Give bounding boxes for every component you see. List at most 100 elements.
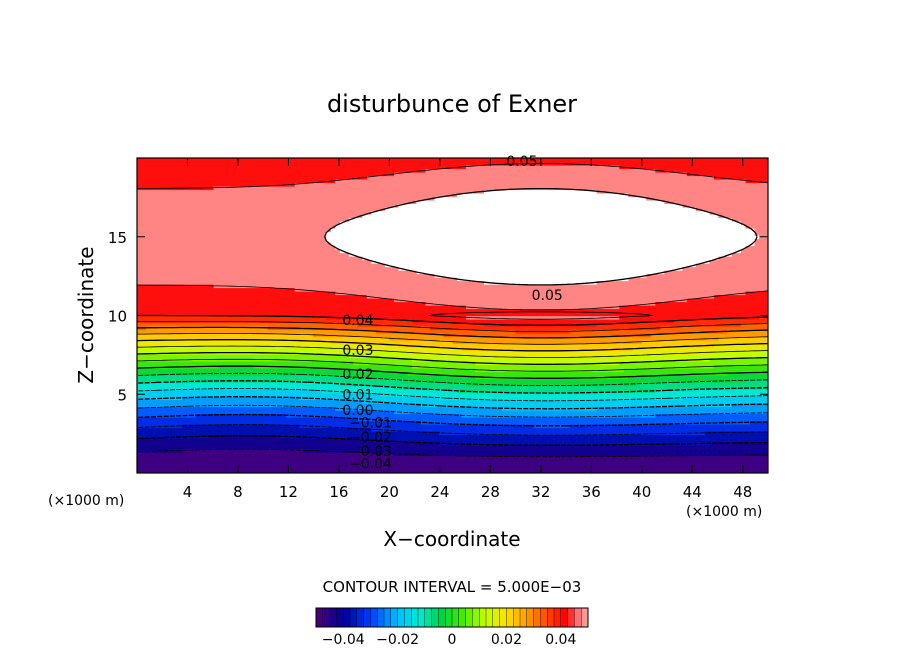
field-cell <box>605 466 611 471</box>
field-cell <box>326 434 332 439</box>
field-cell <box>623 371 629 376</box>
field-cell <box>312 427 318 432</box>
field-cell <box>443 469 449 473</box>
field-cell <box>466 410 472 415</box>
field-cell <box>506 441 512 446</box>
field-cell <box>231 466 237 471</box>
field-cell <box>263 399 269 404</box>
field-cell <box>547 417 553 422</box>
field-cell <box>393 364 400 369</box>
field-cell <box>547 361 553 366</box>
field-cell <box>326 452 332 457</box>
field-cell <box>231 368 237 373</box>
field-cell <box>213 438 219 443</box>
field-cell <box>466 399 472 404</box>
field-cell <box>218 354 224 359</box>
field-cell <box>195 396 201 401</box>
field-cell <box>704 469 711 473</box>
field-cell <box>384 434 390 439</box>
field-cell <box>182 452 188 457</box>
field-cell <box>686 413 692 418</box>
field-cell <box>574 399 580 404</box>
field-cell <box>457 445 463 450</box>
field-cell <box>583 427 589 432</box>
field-cell <box>164 431 170 436</box>
field-cell <box>637 392 643 397</box>
field-cell <box>344 361 350 366</box>
field-cell <box>682 361 688 366</box>
field-cell <box>254 406 260 411</box>
field-cell <box>240 462 246 467</box>
field-cell <box>695 452 701 457</box>
field-cell <box>529 399 535 404</box>
field-cell <box>411 459 418 464</box>
field-cell <box>249 420 255 425</box>
field-cell <box>326 410 332 415</box>
field-cell <box>281 396 287 401</box>
field-cell <box>213 347 219 352</box>
field-cell <box>227 438 233 443</box>
field-cell <box>362 406 368 411</box>
field-cell <box>299 441 305 446</box>
field-cell <box>601 364 607 369</box>
field-cell <box>650 431 656 436</box>
field-cell <box>155 368 161 373</box>
field-cell <box>736 385 742 390</box>
field-cell <box>146 389 152 394</box>
field-cell <box>542 357 548 362</box>
field-cell <box>542 427 548 432</box>
field-cell <box>484 396 490 401</box>
field-cell <box>592 354 598 359</box>
field-cell <box>479 410 485 415</box>
field-cell <box>182 469 188 473</box>
field-cell <box>321 410 327 415</box>
field-cell <box>308 368 314 373</box>
field-cell <box>245 396 251 401</box>
field-cell <box>641 399 647 404</box>
field-cell <box>362 441 368 446</box>
field-cell <box>191 420 197 425</box>
field-cell <box>236 392 242 397</box>
field-cell <box>578 466 584 471</box>
field-cell <box>506 462 512 467</box>
field-cell <box>673 427 679 432</box>
field-cell <box>614 459 620 464</box>
field-cell <box>686 406 692 411</box>
field-cell <box>150 448 156 453</box>
field-cell <box>447 448 454 453</box>
field-cell <box>258 448 264 453</box>
field-cell <box>366 462 372 467</box>
field-cell <box>740 469 747 473</box>
field-cell <box>520 347 526 352</box>
field-cell <box>452 448 458 453</box>
field-cell <box>560 441 566 446</box>
field-cell <box>227 455 233 460</box>
field-cell <box>245 406 251 411</box>
field-cell <box>213 466 219 471</box>
field-cell <box>285 420 291 425</box>
field-cell <box>560 438 566 443</box>
field-cell <box>141 452 147 457</box>
field-cell <box>515 375 521 380</box>
field-cell <box>348 469 354 473</box>
field-cell <box>605 452 611 457</box>
field-cell <box>479 371 485 376</box>
field-cell <box>628 385 634 390</box>
field-cell <box>587 410 593 415</box>
field-cell <box>209 368 215 373</box>
field-cell <box>718 438 724 443</box>
field-cell <box>240 389 246 394</box>
field-cell <box>623 420 629 425</box>
field-cell <box>285 431 291 436</box>
field-cell <box>727 413 733 418</box>
field-cell <box>159 368 165 373</box>
field-cell <box>245 392 251 397</box>
field-cell <box>538 368 544 373</box>
field-cell <box>511 354 517 359</box>
field-cell <box>429 350 436 355</box>
field-cell <box>452 392 458 397</box>
field-cell <box>664 410 670 415</box>
field-cell <box>722 368 729 373</box>
field-cell <box>389 378 395 383</box>
field-cell <box>664 375 670 380</box>
